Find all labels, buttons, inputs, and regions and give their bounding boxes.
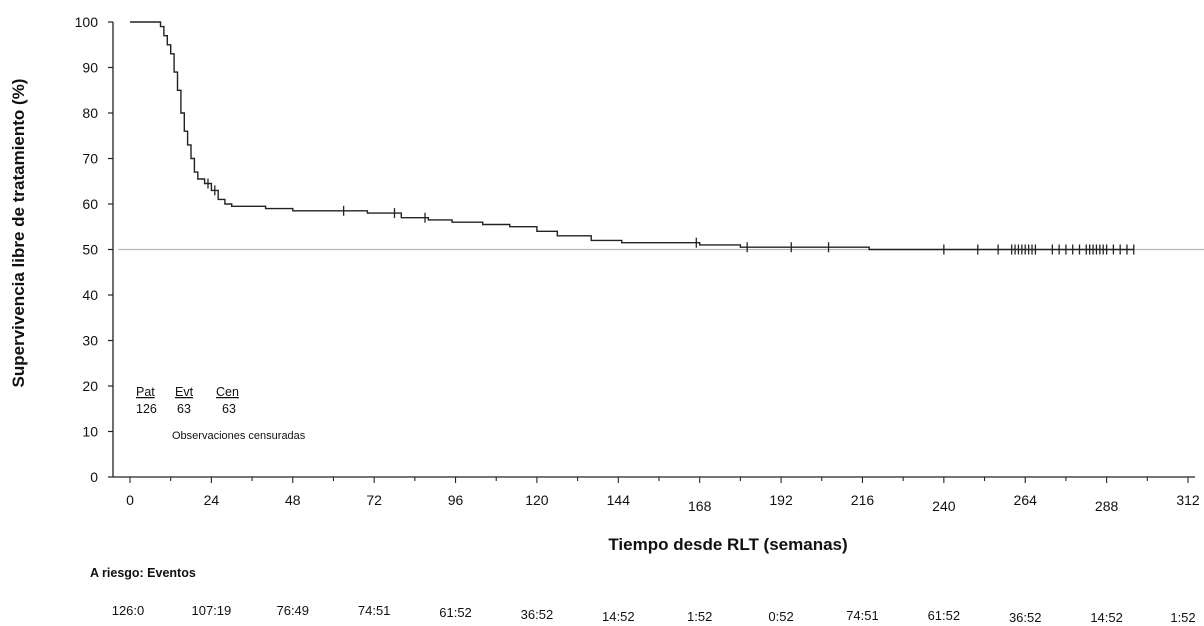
x-tick-label: 264 <box>1014 492 1038 508</box>
y-tick-label: 30 <box>82 333 98 349</box>
x-tick-label: 0 <box>126 492 134 508</box>
x-tick-label: 120 <box>525 492 549 508</box>
risk-table-value: 74:51 <box>846 608 879 623</box>
legend-value-cen: 63 <box>222 402 236 416</box>
x-tick-label: 48 <box>285 492 301 508</box>
risk-table-value: 14:52 <box>1090 610 1123 625</box>
y-tick-label: 40 <box>82 287 98 303</box>
risk-table-value: 14:52 <box>602 609 635 624</box>
risk-table-value: 61:52 <box>928 608 961 623</box>
risk-table-value: 1:52 <box>1170 610 1195 625</box>
risk-table-value: 36:52 <box>521 607 554 622</box>
y-tick-label: 100 <box>75 14 99 30</box>
y-tick-label: 0 <box>90 469 98 485</box>
x-tick-label: 24 <box>204 492 220 508</box>
legend-header-pat: Pat <box>136 385 155 399</box>
legend-note: Observaciones censuradas <box>172 430 306 442</box>
risk-table-title: A riesgo: Eventos <box>90 566 196 580</box>
risk-table-value: 0:52 <box>768 609 793 624</box>
legend-header-evt: Evt <box>175 385 194 399</box>
x-tick-label: 240 <box>932 498 956 514</box>
x-axis-title: Tiempo desde RLT (semanas) <box>608 535 847 554</box>
y-axis-title: Supervivencia libre de tratamiento (%) <box>9 79 28 388</box>
legend-box: Pat Evt Cen 126 63 63 Observaciones cens… <box>136 385 306 442</box>
survival-curve <box>130 21 1134 251</box>
x-tick-label: 72 <box>366 492 382 508</box>
series-layer <box>130 21 1135 255</box>
y-tick-label: 70 <box>82 151 98 167</box>
x-tick-label: 168 <box>688 498 712 514</box>
risk-table-value: 74:51 <box>358 603 391 618</box>
risk-table-value: 76:49 <box>276 603 309 618</box>
x-tick-label: 288 <box>1095 498 1119 514</box>
y-tick-label: 10 <box>82 424 98 440</box>
y-tick-label: 90 <box>82 60 98 76</box>
y-tick-label: 50 <box>82 242 98 258</box>
risk-table-value: 61:52 <box>439 605 472 620</box>
legend-value-pat: 126 <box>136 402 157 416</box>
x-tick-label: 312 <box>1176 492 1200 508</box>
x-tick-label: 216 <box>851 492 875 508</box>
risk-table: 126:0 107:19 76:49 74:51 61:52 36:52 14:52 1:52… <box>112 603 1196 625</box>
x-tick-label: 96 <box>448 492 464 508</box>
legend-value-evt: 63 <box>177 402 191 416</box>
risk-table-value: 36:52 <box>1009 610 1042 625</box>
x-tick-label: 144 <box>607 492 631 508</box>
tick-labels-layer: 0 10 20 30 40 50 60 70 80 90 100 0 24 48 72 96 120 144 168… <box>75 14 1200 514</box>
y-tick-label: 80 <box>82 105 98 121</box>
y-tick-label: 60 <box>82 196 98 212</box>
x-tick-label: 192 <box>769 492 793 508</box>
risk-table-value: 126:0 <box>112 603 145 618</box>
legend-header-cen: Cen <box>216 385 239 399</box>
axes-layer <box>108 21 1195 483</box>
risk-table-value: 107:19 <box>192 603 232 618</box>
risk-table-value: 1:52 <box>687 609 712 624</box>
y-tick-label: 20 <box>82 378 98 394</box>
